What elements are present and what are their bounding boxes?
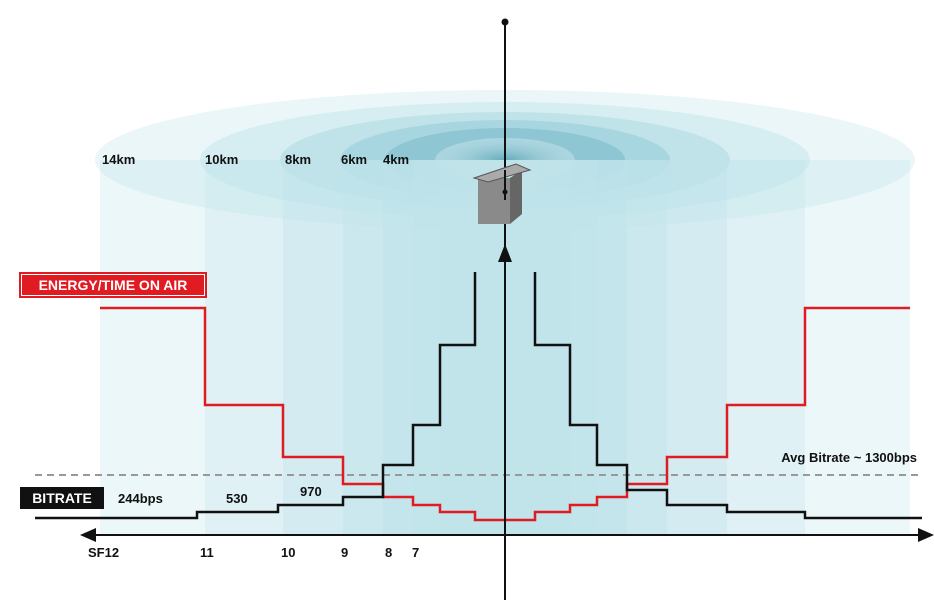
diagram: 14km 10km 8km 6km 4km ENERGY/TIME ON AIR… (0, 0, 934, 602)
sf-label: 8 (385, 545, 392, 560)
arrow-right (918, 528, 934, 542)
distance: 4km (383, 152, 409, 167)
bitrate-value: 530 (226, 491, 248, 506)
distance: 8km (285, 152, 311, 167)
distance: 6km (341, 152, 367, 167)
bitrate-value: 970 (300, 484, 322, 499)
sf-label: 9 (341, 545, 348, 560)
antenna-tip (502, 19, 509, 26)
distance: 14km (102, 152, 135, 167)
energy-label: ENERGY/TIME ON AIR (39, 277, 188, 293)
distance: 10km (205, 152, 238, 167)
arrow-left (80, 528, 96, 542)
bitrate-label: BITRATE (32, 490, 92, 506)
sf-label: SF12 (88, 545, 119, 560)
sf-label: 7 (412, 545, 419, 560)
avg-bitrate: Avg Bitrate ~ 1300bps (781, 450, 917, 465)
sf-label: 11 (200, 545, 214, 560)
sf-label: 10 (281, 545, 295, 560)
bitrate-value: 244bps (118, 491, 163, 506)
